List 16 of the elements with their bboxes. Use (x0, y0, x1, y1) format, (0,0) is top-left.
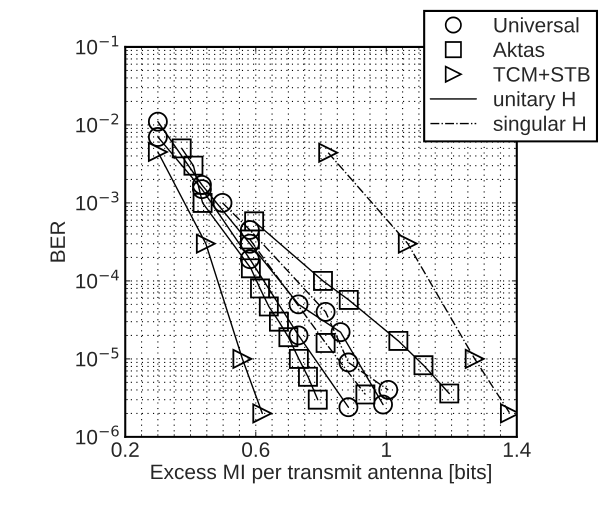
y-axis-title: BER (50, 221, 65, 262)
x-axis-title: Excess MI per transmit antenna [bits] (151, 464, 491, 484)
y-tick-label: 10$^{−2}$ (76, 113, 118, 132)
x-tick-label: 0.6 (242, 442, 270, 458)
legend-label: Aktas (492, 42, 544, 58)
legend-label: Universal (494, 17, 578, 32)
legend-label: TCM+STB (493, 67, 590, 82)
y-tick-label: 10$^{−4}$ (76, 270, 119, 288)
x-tick-label: 1 (382, 442, 392, 457)
x-tick-label: 1.4 (504, 442, 531, 457)
y-tick-label: 10$^{−5}$ (76, 348, 118, 366)
legend-label: singular H (493, 116, 586, 136)
legend-label: unitary H (494, 91, 575, 110)
x-tick-label: 0.2 (112, 442, 139, 458)
y-tick-label: 10$^{−1}$ (76, 36, 118, 55)
y-tick-label: 10$^{−3}$ (76, 191, 118, 210)
